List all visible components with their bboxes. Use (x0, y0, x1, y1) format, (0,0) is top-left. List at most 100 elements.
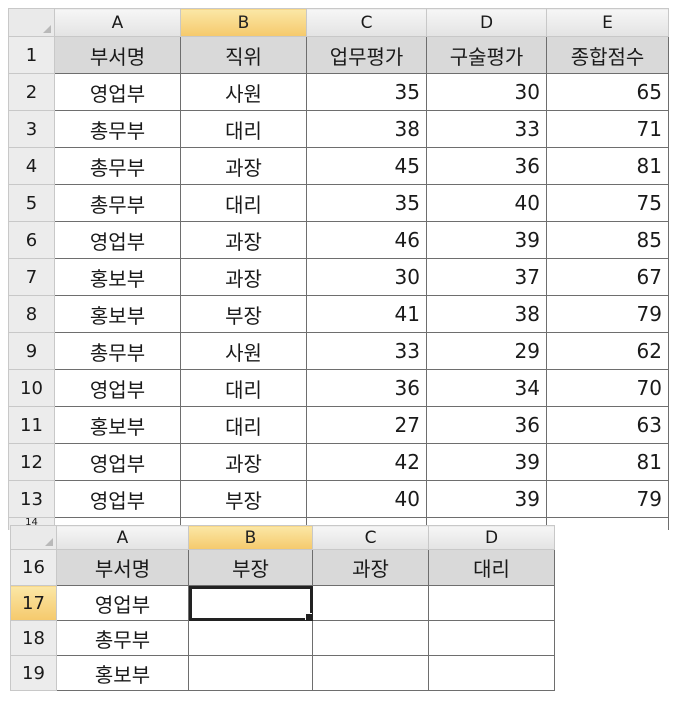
row-header[interactable]: 11 (8, 406, 55, 444)
row-header[interactable]: 16 (10, 549, 57, 586)
cell-dept[interactable]: 영업부 (54, 443, 181, 481)
cell-work-score[interactable]: 27 (306, 406, 427, 444)
cell-header-position[interactable]: 직위 (180, 36, 307, 74)
row-header[interactable]: 8 (8, 295, 55, 333)
cell-total-score[interactable]: 67 (546, 258, 669, 296)
cell-position[interactable]: 부장 (180, 295, 307, 333)
row-header[interactable]: 5 (8, 184, 55, 222)
cell-position[interactable]: 사원 (180, 73, 307, 111)
cell-oral-score[interactable]: 39 (426, 221, 547, 259)
cell-dept[interactable]: 홍보부 (54, 406, 181, 444)
cell-header-manager[interactable]: 부장 (188, 549, 313, 586)
cell-oral-score[interactable]: 40 (426, 184, 547, 222)
cell-position[interactable]: 부장 (180, 480, 307, 518)
select-all-corner[interactable] (10, 525, 57, 550)
cell-oral-score[interactable]: 34 (426, 369, 547, 407)
cell-work-score[interactable]: 30 (306, 258, 427, 296)
cell-position[interactable]: 대리 (180, 110, 307, 148)
cell-empty[interactable] (188, 655, 313, 691)
cell-dept[interactable]: 영업부 (54, 73, 181, 111)
row-header[interactable]: 1 (8, 36, 55, 74)
column-header-d[interactable]: D (426, 8, 547, 37)
cell-dept[interactable]: 영업부 (54, 369, 181, 407)
cell-oral-score[interactable]: 39 (426, 443, 547, 481)
cell[interactable] (546, 517, 669, 530)
cell-header-total[interactable]: 종합점수 (546, 36, 669, 74)
column-header-a[interactable]: A (54, 8, 181, 37)
cell-header-dept[interactable]: 부서명 (56, 549, 189, 586)
cell-dept[interactable]: 총무부 (54, 332, 181, 370)
row-header[interactable]: 18 (10, 620, 57, 656)
cell-dept[interactable]: 총무부 (54, 184, 181, 222)
cell-total-score[interactable]: 81 (546, 443, 669, 481)
cell-oral-score[interactable]: 30 (426, 73, 547, 111)
cell-work-score[interactable]: 45 (306, 147, 427, 185)
cell-dept[interactable]: 영업부 (54, 480, 181, 518)
cell-dept[interactable]: 영업부 (54, 221, 181, 259)
row-header[interactable]: 2 (8, 73, 55, 111)
cell-work-score[interactable]: 46 (306, 221, 427, 259)
cell-total-score[interactable]: 79 (546, 480, 669, 518)
column-header-d[interactable]: D (428, 525, 555, 550)
cell-empty[interactable] (312, 585, 429, 621)
cell-dept[interactable]: 총무부 (54, 147, 181, 185)
cell-header-dept[interactable]: 부서명 (54, 36, 181, 74)
cell-total-score[interactable]: 62 (546, 332, 669, 370)
row-header[interactable]: 17 (10, 585, 57, 621)
cell-header-section-chief[interactable]: 과장 (312, 549, 429, 586)
cell-empty[interactable] (428, 620, 555, 656)
cell-oral-score[interactable]: 37 (426, 258, 547, 296)
cell-oral-score[interactable]: 38 (426, 295, 547, 333)
cell-work-score[interactable]: 42 (306, 443, 427, 481)
cell-empty[interactable] (428, 585, 555, 621)
cell-position[interactable]: 대리 (180, 406, 307, 444)
cell-total-score[interactable]: 65 (546, 73, 669, 111)
cell-dept[interactable]: 홍보부 (56, 655, 189, 691)
select-all-corner[interactable] (8, 8, 55, 37)
cell-header-assistant-manager[interactable]: 대리 (428, 549, 555, 586)
row-header[interactable]: 13 (8, 480, 55, 518)
cell-total-score[interactable]: 75 (546, 184, 669, 222)
cell-work-score[interactable]: 41 (306, 295, 427, 333)
column-header-b[interactable]: B (180, 8, 307, 37)
row-header[interactable]: 6 (8, 221, 55, 259)
cell-total-score[interactable]: 70 (546, 369, 669, 407)
active-cell-b17[interactable] (188, 585, 313, 621)
row-header[interactable]: 19 (10, 655, 57, 691)
cell-work-score[interactable]: 35 (306, 184, 427, 222)
cell-position[interactable]: 과장 (180, 258, 307, 296)
cell-oral-score[interactable]: 29 (426, 332, 547, 370)
row-header[interactable]: 12 (8, 443, 55, 481)
cell-position[interactable]: 대리 (180, 369, 307, 407)
cell-work-score[interactable]: 38 (306, 110, 427, 148)
row-header[interactable]: 9 (8, 332, 55, 370)
cell-empty[interactable] (188, 620, 313, 656)
cell-oral-score[interactable]: 33 (426, 110, 547, 148)
cell-total-score[interactable]: 63 (546, 406, 669, 444)
row-header[interactable]: 3 (8, 110, 55, 148)
cell-header-work[interactable]: 업무평가 (306, 36, 427, 74)
cell-dept[interactable]: 총무부 (54, 110, 181, 148)
fill-handle[interactable] (305, 613, 312, 620)
cell-oral-score[interactable]: 36 (426, 147, 547, 185)
cell-oral-score[interactable]: 36 (426, 406, 547, 444)
cell-dept[interactable]: 홍보부 (54, 295, 181, 333)
cell-empty[interactable] (428, 655, 555, 691)
cell-position[interactable]: 과장 (180, 443, 307, 481)
cell-position[interactable]: 과장 (180, 221, 307, 259)
column-header-c[interactable]: C (312, 525, 429, 550)
column-header-c[interactable]: C (306, 8, 427, 37)
cell-empty[interactable] (312, 655, 429, 691)
cell-total-score[interactable]: 85 (546, 221, 669, 259)
cell-work-score[interactable]: 40 (306, 480, 427, 518)
cell-work-score[interactable]: 35 (306, 73, 427, 111)
cell-dept[interactable]: 영업부 (56, 585, 189, 621)
cell-dept[interactable]: 홍보부 (54, 258, 181, 296)
row-header[interactable]: 10 (8, 369, 55, 407)
cell-dept[interactable]: 총무부 (56, 620, 189, 656)
column-header-b[interactable]: B (188, 525, 313, 550)
column-header-a[interactable]: A (56, 525, 189, 550)
cell-oral-score[interactable]: 39 (426, 480, 547, 518)
cell-total-score[interactable]: 81 (546, 147, 669, 185)
row-header[interactable]: 7 (8, 258, 55, 296)
